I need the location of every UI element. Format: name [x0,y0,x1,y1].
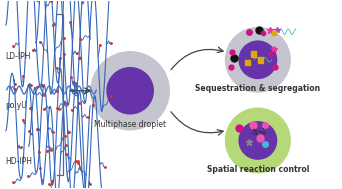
Text: LD-IPH: LD-IPH [6,52,31,61]
Circle shape [239,122,277,159]
Bar [245,60,250,65]
Text: HD-IPH: HD-IPH [6,156,33,166]
Text: Multiphase droplet: Multiphase droplet [94,120,166,129]
Circle shape [91,52,169,130]
Circle shape [225,108,290,173]
Circle shape [225,28,290,92]
Text: Sequestration & segregation: Sequestration & segregation [195,84,320,93]
Circle shape [239,41,277,78]
Text: Spatial reaction control: Spatial reaction control [207,165,309,174]
Circle shape [107,68,153,114]
Text: polyU: polyU [6,101,27,110]
Bar [251,51,256,57]
Bar [258,57,263,63]
